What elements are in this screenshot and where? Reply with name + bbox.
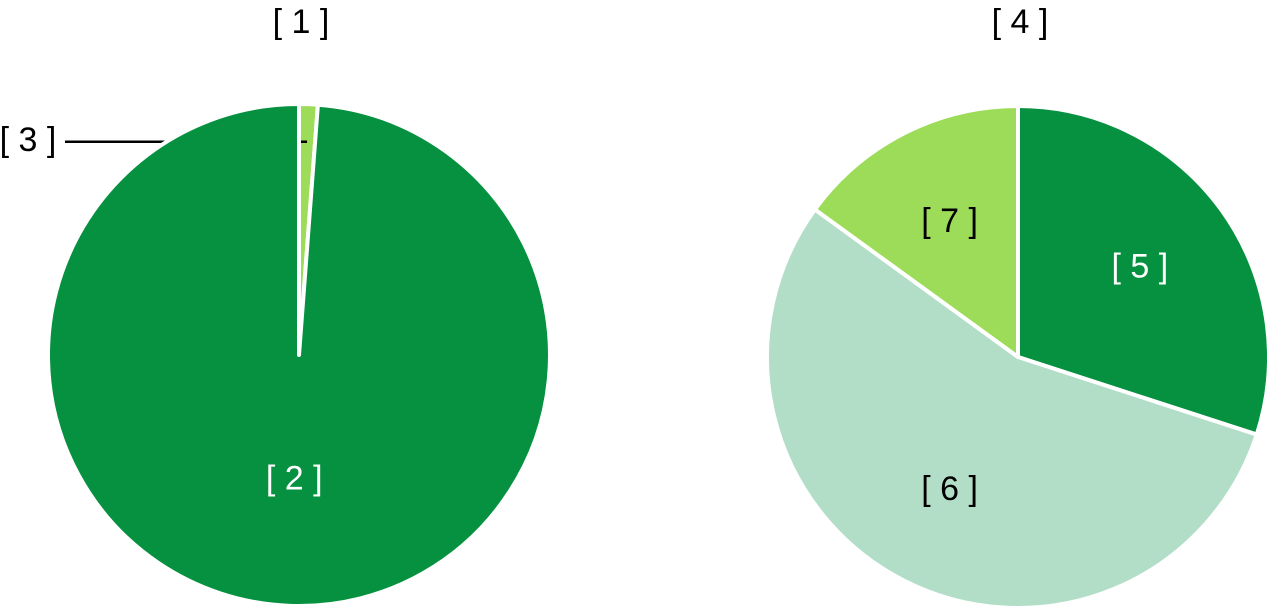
chart-title: [ 1 ] [273,3,330,41]
slice-label: [ 6 ] [921,470,978,508]
slice-label: [ 5 ] [1111,247,1168,285]
slice-label: [ 3 ] [0,121,56,159]
pie-slice [812,104,1020,359]
chart-title: [ 4 ] [992,3,1049,41]
slice-label: [ 2 ] [266,459,323,497]
slice-label: [ 7 ] [921,202,978,240]
pie-slice [765,207,1259,610]
pie-slice [1016,104,1267,437]
pie-slice [46,102,552,608]
